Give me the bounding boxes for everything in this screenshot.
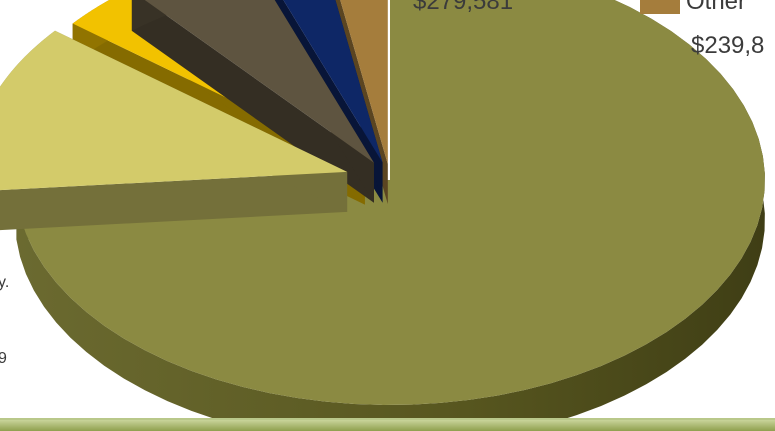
pie-slice-top (340, 0, 388, 165)
pie-slice (0, 30, 348, 231)
pie-slice-side (0, 171, 348, 231)
legend-label-other: Other (686, 0, 747, 15)
legend-value-other: $239,8 (691, 32, 765, 59)
side-text-line1: y. (0, 274, 10, 291)
pie-slice-side (131, 0, 374, 203)
pie-slice-top (16, 0, 765, 405)
pie-slice-top (283, 0, 383, 163)
legend-swatch-other (640, 0, 680, 14)
pie-slice-top (144, 0, 374, 163)
side-text-line2: 9 (0, 350, 7, 367)
pie-slice-top (0, 30, 348, 191)
pie-slice (131, 0, 374, 203)
pie-slice-rim (131, 0, 212, 31)
slide-footer-bar (0, 418, 775, 431)
slice-value-label: $279,581 (413, 0, 514, 15)
